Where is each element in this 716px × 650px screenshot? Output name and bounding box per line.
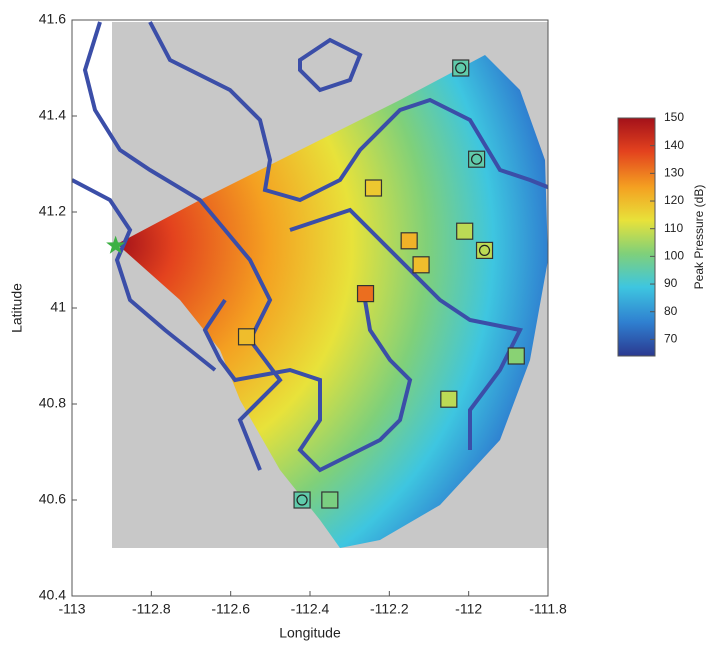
station-marker — [321, 491, 339, 509]
x-tick-label: -112.4 — [291, 601, 330, 617]
station-marker — [440, 390, 458, 408]
pressure-field — [117, 55, 548, 548]
colorbar-tick-label: 130 — [664, 166, 684, 180]
colorbar-tick-label: 80 — [664, 304, 678, 318]
x-tick-label: -112.8 — [132, 601, 171, 617]
station-circle — [471, 153, 483, 165]
station-marker — [412, 256, 430, 274]
station-circle — [455, 62, 467, 74]
colorbar-tick-label: 120 — [664, 193, 684, 207]
coastlines — [72, 21, 548, 473]
station-marker — [356, 285, 375, 303]
station-marker — [452, 59, 470, 77]
colorbar-label: Peak Pressure (dB) — [692, 185, 706, 290]
station-circle — [296, 494, 308, 506]
y-tick-label: 40.6 — [39, 491, 66, 507]
x-tick-label: -112 — [455, 601, 482, 617]
x-axis-label: Longitude — [279, 625, 341, 641]
x-tick-label: -113 — [59, 601, 86, 617]
colorbar — [617, 117, 656, 357]
y-axis-label: Latitude — [9, 283, 25, 333]
colorbar-tick-label: 110 — [664, 221, 683, 235]
station-marker — [507, 347, 525, 365]
colorbar-tick-label: 70 — [664, 332, 678, 346]
y-tick-label: 40.4 — [39, 587, 66, 603]
x-tick-label: -112.2 — [370, 601, 409, 617]
colorbar-tick-label: 150 — [664, 110, 684, 124]
y-tick-label: 40.8 — [39, 395, 66, 411]
station-marker — [468, 150, 486, 168]
station-marker — [293, 491, 311, 509]
colorbar-tick-label: 100 — [664, 249, 684, 263]
x-tick-label: -111.8 — [529, 601, 567, 617]
colorbar-tick-label: 90 — [664, 276, 678, 290]
station-marker — [364, 179, 383, 197]
station-marker — [456, 222, 474, 240]
station-circle — [478, 244, 491, 256]
y-tick-label: 41.6 — [39, 11, 66, 27]
station-marker — [400, 232, 418, 250]
y-tick-label: 41.2 — [39, 203, 66, 219]
y-tick-label: 41.4 — [39, 107, 66, 123]
x-tick-label: -112.6 — [211, 601, 250, 617]
station-marker — [237, 328, 256, 346]
source-star — [106, 235, 126, 254]
station-marker — [475, 241, 494, 259]
y-tick-label: 41 — [50, 299, 66, 315]
colorbar-tick-label: 140 — [664, 138, 684, 152]
